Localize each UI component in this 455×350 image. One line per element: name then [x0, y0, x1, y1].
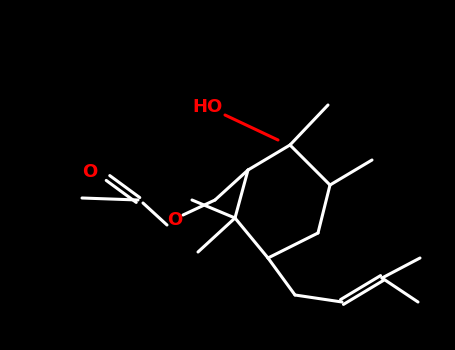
Text: O: O	[82, 163, 98, 181]
Text: HO: HO	[192, 98, 222, 116]
Text: O: O	[167, 211, 182, 229]
